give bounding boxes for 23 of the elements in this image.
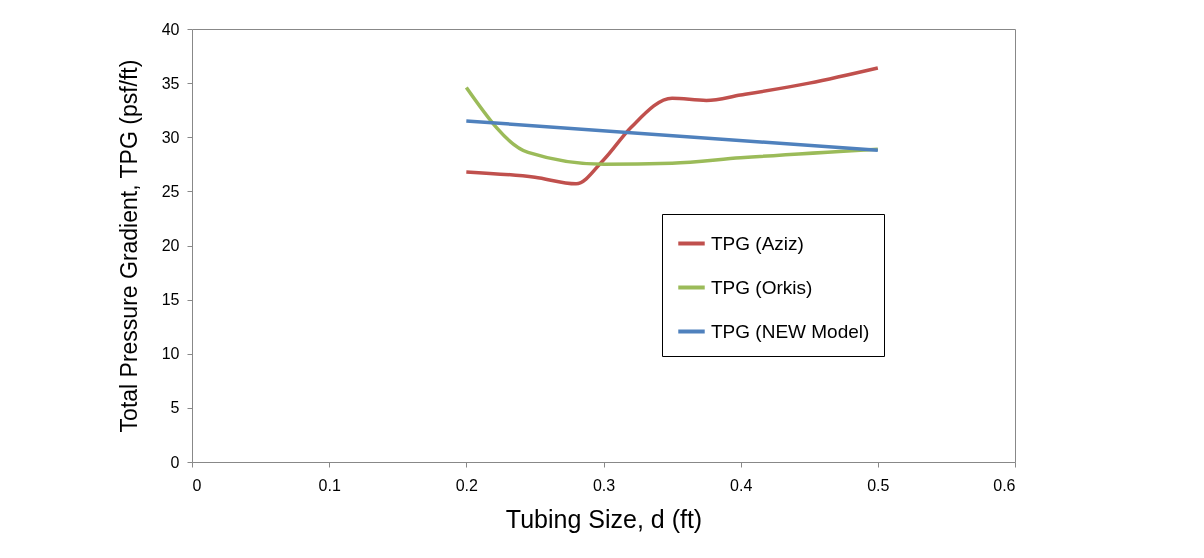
y-tick-label: 35 (161, 74, 180, 92)
x-tick-label: 0.3 (592, 476, 616, 494)
y-tick-label: 20 (161, 237, 180, 254)
x-tick-label: 0.5 (867, 476, 890, 494)
x-tick-label: 0.4 (730, 476, 753, 494)
line-series (464, 85, 880, 167)
line-series (464, 66, 880, 186)
x-tick-label: 0 (192, 476, 202, 494)
x-tick-label: 0.6 (993, 476, 1016, 494)
legend-label: TPG (NEW Model) (711, 320, 870, 342)
y-tick-label: 10 (161, 345, 180, 363)
y-tick-label: 40 (161, 20, 180, 38)
legend-label: TPG (Orkis) (711, 276, 813, 298)
y-tick-label: 25 (161, 182, 180, 200)
y-tick-label: 5 (170, 399, 180, 417)
y-tick-label: 15 (161, 291, 180, 309)
x-tick-label: 0.1 (318, 476, 341, 494)
x-tick-label: 0.2 (455, 476, 479, 494)
legend-label: TPG (Aziz) (711, 232, 804, 254)
x-axis-title: Tubing Size, d (ft) (505, 504, 703, 533)
y-tick-label: 0 (170, 453, 180, 471)
y-tick-label: 30 (161, 128, 180, 146)
y-axis-title: Total Pressure Gradient, TPG (psf/ft) (115, 59, 142, 433)
